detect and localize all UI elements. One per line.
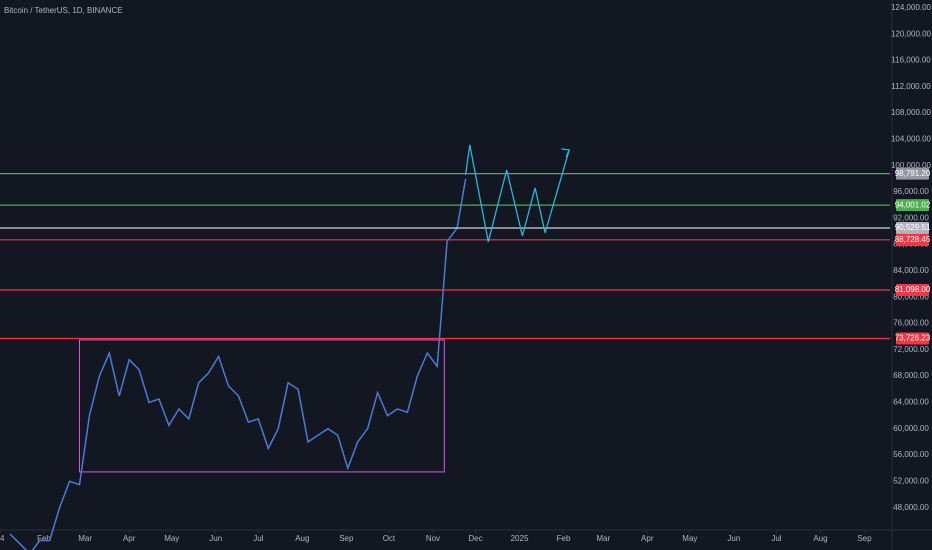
price-line — [9, 178, 467, 550]
level-label-box — [896, 221, 929, 234]
y-tick-label: 52,000.00 — [893, 476, 929, 485]
x-tick-label: Dec — [468, 534, 482, 543]
y-tick-label: 120,000.00 — [891, 29, 932, 38]
x-tick-label: Nov — [426, 534, 440, 543]
level-label: 94,001.02 — [895, 200, 931, 209]
x-tick-label: 2025 — [511, 534, 529, 543]
range-box — [78, 339, 445, 473]
x-tick-label: Mar — [78, 534, 92, 543]
x-tick-label: 24 — [0, 534, 5, 543]
x-tick-label: Oct — [383, 534, 396, 543]
x-tick-label: Sep — [339, 534, 354, 543]
y-tick-label: 92,000.00 — [893, 213, 929, 222]
x-tick-label: Aug — [813, 534, 827, 543]
y-tick-label: 84,000.00 — [893, 266, 929, 275]
y-tick-label: 116,000.00 — [891, 56, 931, 65]
level-label: 88,728.45 — [895, 235, 931, 244]
level-label: 98,791.20 — [895, 169, 931, 178]
level-label-box — [896, 199, 929, 212]
x-tick-label: Apr — [123, 534, 136, 543]
x-tick-label: Sep — [857, 534, 872, 543]
y-tick-label: 72,000.00 — [893, 345, 929, 354]
level-label-box — [896, 233, 929, 246]
y-tick-label: 124,000.00 — [891, 3, 932, 12]
level-label-box — [896, 167, 929, 180]
level-label-box — [896, 284, 929, 297]
level-label: 81,098.00 — [895, 285, 931, 294]
y-tick-label: 76,000.00 — [893, 319, 929, 328]
x-tick-label: Jun — [727, 534, 740, 543]
y-tick-label: 60,000.00 — [893, 424, 929, 433]
y-tick-label: 108,000.00 — [891, 108, 932, 117]
level-label: 73,726.23 — [895, 334, 931, 343]
x-tick-label: Jul — [253, 534, 263, 543]
x-tick-label: Feb — [557, 534, 571, 543]
x-tick-label: Jul — [771, 534, 781, 543]
y-tick-label: 68,000.00 — [893, 371, 929, 380]
y-tick-label: 112,000.00 — [891, 82, 931, 91]
x-tick-label: May — [164, 534, 179, 543]
level-label: 90,529.51 — [895, 223, 931, 232]
y-tick-label: 100,000.00 — [891, 161, 932, 170]
y-tick-label: 56,000.00 — [893, 450, 929, 459]
y-tick-label: 80,000.00 — [893, 292, 929, 301]
x-tick-label: Feb — [37, 534, 51, 543]
x-tick-label: Jun — [209, 534, 222, 543]
x-tick-label: Aug — [295, 534, 309, 543]
level-label-box — [896, 332, 929, 345]
y-tick-label: 104,000.00 — [891, 135, 932, 144]
x-tick-label: Mar — [596, 534, 610, 543]
y-tick-label: 64,000.00 — [893, 398, 929, 407]
y-tick-label: 96,000.00 — [893, 187, 929, 196]
x-tick-label: Apr — [641, 534, 654, 543]
y-tick-label: 48,000.00 — [893, 503, 929, 512]
projection-path — [464, 144, 570, 243]
projection-arrow — [561, 148, 571, 158]
chart-title: Bitcoin / TetherUS, 1D, BINANCE — [4, 6, 123, 15]
x-tick-label: May — [682, 534, 697, 543]
